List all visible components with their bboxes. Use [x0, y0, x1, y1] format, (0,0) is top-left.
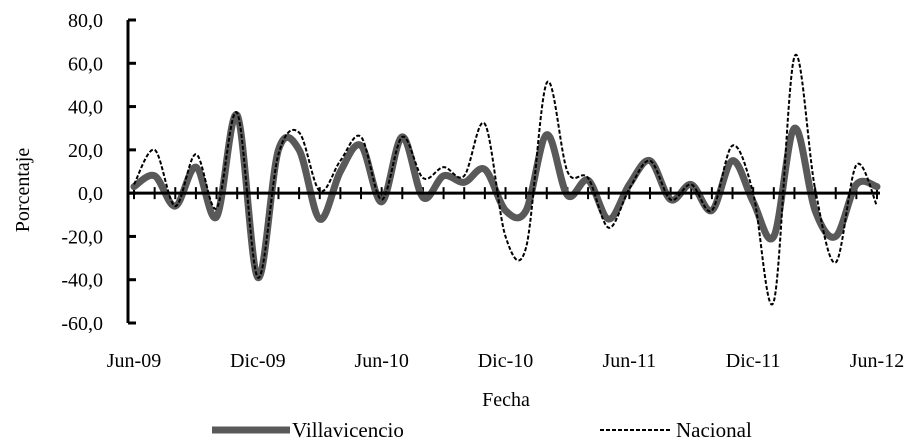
- x-tick-label: Jun-11: [602, 350, 656, 372]
- series-layer: [130, 53, 881, 306]
- y-tick-label: -60,0: [61, 313, 103, 335]
- x-tick-label: Jun-10: [354, 350, 408, 372]
- legend: Villavicencio Nacional: [212, 418, 752, 440]
- legend-label-villavicencio: Villavicencio: [292, 418, 404, 440]
- y-tick-label: -40,0: [61, 270, 103, 292]
- y-tick-label: 20,0: [68, 140, 103, 162]
- y-tick-label: 80,0: [68, 10, 103, 32]
- y-axis-tick-labels: -60,0 -40,0 -20,0 0,0 20,0 40,0 60,0 80,0: [61, 10, 103, 335]
- x-tick-label: Jun-09: [107, 350, 161, 372]
- x-axis-tick-labels: Jun-09 Dic-09 Jun-10 Dic-10 Jun-11 Dic-11 Jun-…: [107, 350, 904, 372]
- series-line-villavicencio: [130, 111, 881, 282]
- x-tick-label: Dic-09: [230, 350, 286, 372]
- y-tick-label: 60,0: [68, 53, 103, 75]
- legend-label-nacional: Nacional: [676, 418, 752, 440]
- x-axis-title: Fecha: [482, 389, 530, 411]
- x-tick-label: Jun-12: [850, 350, 904, 372]
- y-tick-label: 40,0: [68, 97, 103, 119]
- y-tick-label: 0,0: [78, 183, 103, 205]
- y-axis-title: Porcentaje: [12, 148, 34, 233]
- x-tick-label: Dic-11: [726, 350, 781, 372]
- y-tick-label: -20,0: [61, 226, 103, 248]
- series-line-nacional: [133, 53, 878, 306]
- x-tick-label: Dic-10: [478, 350, 534, 372]
